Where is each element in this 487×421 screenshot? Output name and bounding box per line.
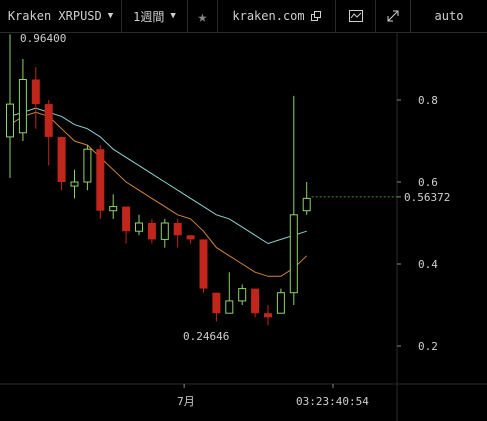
interval-label: 1週間 [133, 9, 165, 24]
x-tick-label: 7月 [177, 395, 195, 408]
candle-body [186, 235, 195, 240]
moving-average-fast-line [9, 107, 307, 245]
symbol-selector[interactable]: Kraken XRPUSD ▼ [0, 0, 122, 32]
y-tick-label: 0.8 [418, 94, 438, 107]
candle-body [31, 79, 40, 105]
symbol-label: Kraken XRPUSD [7, 9, 102, 23]
y-tick-label: 0.2 [418, 340, 438, 353]
candle-body [44, 104, 53, 137]
candle-body [302, 197, 311, 212]
fullscreen-button[interactable] [376, 0, 411, 32]
candle-body [147, 223, 156, 240]
y-tick-label: 0.4 [418, 258, 438, 271]
chart-type-button[interactable] [336, 0, 376, 32]
candle-body [276, 292, 285, 314]
fullscreen-icon [387, 10, 399, 22]
source-link[interactable]: kraken.com [218, 0, 336, 32]
candle-body [96, 149, 105, 211]
candles [6, 34, 311, 326]
chart-annotations: 0.56372 0.96400 0.24646 [20, 32, 450, 343]
candle-body [18, 79, 27, 134]
external-link-icon [310, 11, 321, 21]
candle-body [109, 206, 118, 212]
candle-body [264, 313, 272, 318]
candle-body [251, 288, 260, 314]
interval-selector[interactable]: 1週間 ▼ [122, 0, 188, 32]
chart-type-icon [348, 10, 363, 22]
candle-body [173, 223, 182, 236]
low-annotation: 0.24646 [183, 330, 229, 343]
source-label: kraken.com [232, 9, 305, 23]
candle-body [289, 214, 298, 294]
candle-body [225, 300, 234, 314]
high-annotation: 0.96400 [20, 32, 66, 45]
current-price-label: 0.56372 [404, 191, 450, 204]
y-tick-label: 0.6 [418, 176, 438, 189]
candle-body [199, 239, 208, 289]
moving-average-slow-line [9, 111, 308, 277]
scale-mode-button[interactable]: auto [411, 0, 487, 32]
star-icon[interactable]: ★ [188, 0, 218, 32]
candle-body [70, 181, 79, 187]
chevron-down-icon: ▼ [107, 11, 114, 21]
chart-toolbar: Kraken XRPUSD ▼ 1週間 ▼ ★ kraken.com auto [0, 0, 487, 33]
time-label: 03:23:40:54 [296, 395, 369, 408]
candle-body [135, 222, 143, 232]
candle-body [238, 288, 247, 302]
scale-mode-label: auto [434, 9, 464, 23]
candle-body [6, 103, 14, 138]
moving-averages [9, 107, 308, 277]
candle-body [57, 136, 66, 182]
candle-body [212, 292, 221, 314]
candle-body [83, 148, 92, 183]
candle-body [122, 206, 131, 232]
chevron-down-icon: ▼ [170, 11, 176, 21]
candle-body [160, 222, 169, 240]
